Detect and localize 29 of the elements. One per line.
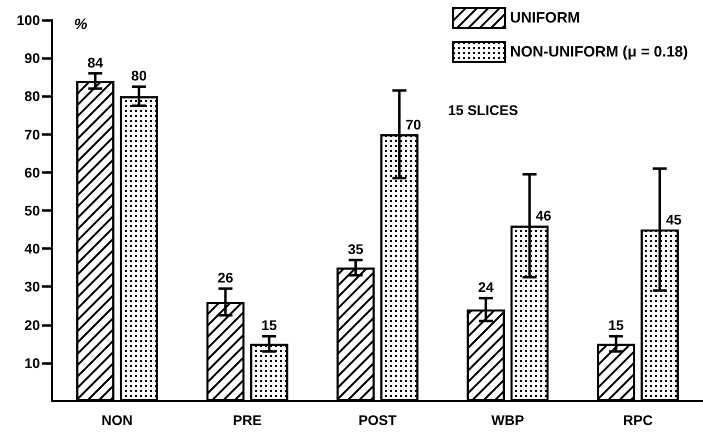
- data-label: 24: [478, 279, 494, 296]
- data-label: 15: [261, 317, 278, 334]
- x-tick-label: PRE: [232, 412, 262, 428]
- y-tick-label: 90: [24, 50, 40, 66]
- y-tick-label: 10: [24, 354, 40, 371]
- data-label: 70: [406, 116, 422, 132]
- data-label: 35: [348, 241, 364, 258]
- legend-label: UNIFORM: [510, 10, 580, 26]
- y-tick-label: 80: [24, 88, 40, 104]
- y-tick-label: 60: [24, 164, 40, 180]
- data-label: 46: [536, 208, 552, 224]
- y-tick-label: 20: [24, 316, 40, 333]
- x-tick-label: WBP: [491, 412, 524, 428]
- data-label: 45: [666, 212, 682, 228]
- data-label: 80: [131, 68, 147, 84]
- y-tick-label: 30: [24, 278, 40, 295]
- y-tick-label: 100: [16, 12, 40, 28]
- x-tick-label: RPC: [623, 412, 653, 428]
- y-tick-label: 40: [24, 240, 40, 257]
- y-axis-title: %: [74, 16, 88, 33]
- y-tick-label: 70: [24, 126, 40, 142]
- x-tick-label: POST: [358, 412, 398, 428]
- x-tick-label: NON: [102, 412, 133, 428]
- data-label: 15: [608, 317, 624, 334]
- data-label: 84: [87, 54, 104, 70]
- y-tick-label: 50: [24, 202, 40, 218]
- annotation: 15 SLICES: [448, 102, 518, 118]
- legend-label: NON-UNIFORM (μ = 0.18): [510, 44, 688, 60]
- data-label: 26: [218, 270, 234, 286]
